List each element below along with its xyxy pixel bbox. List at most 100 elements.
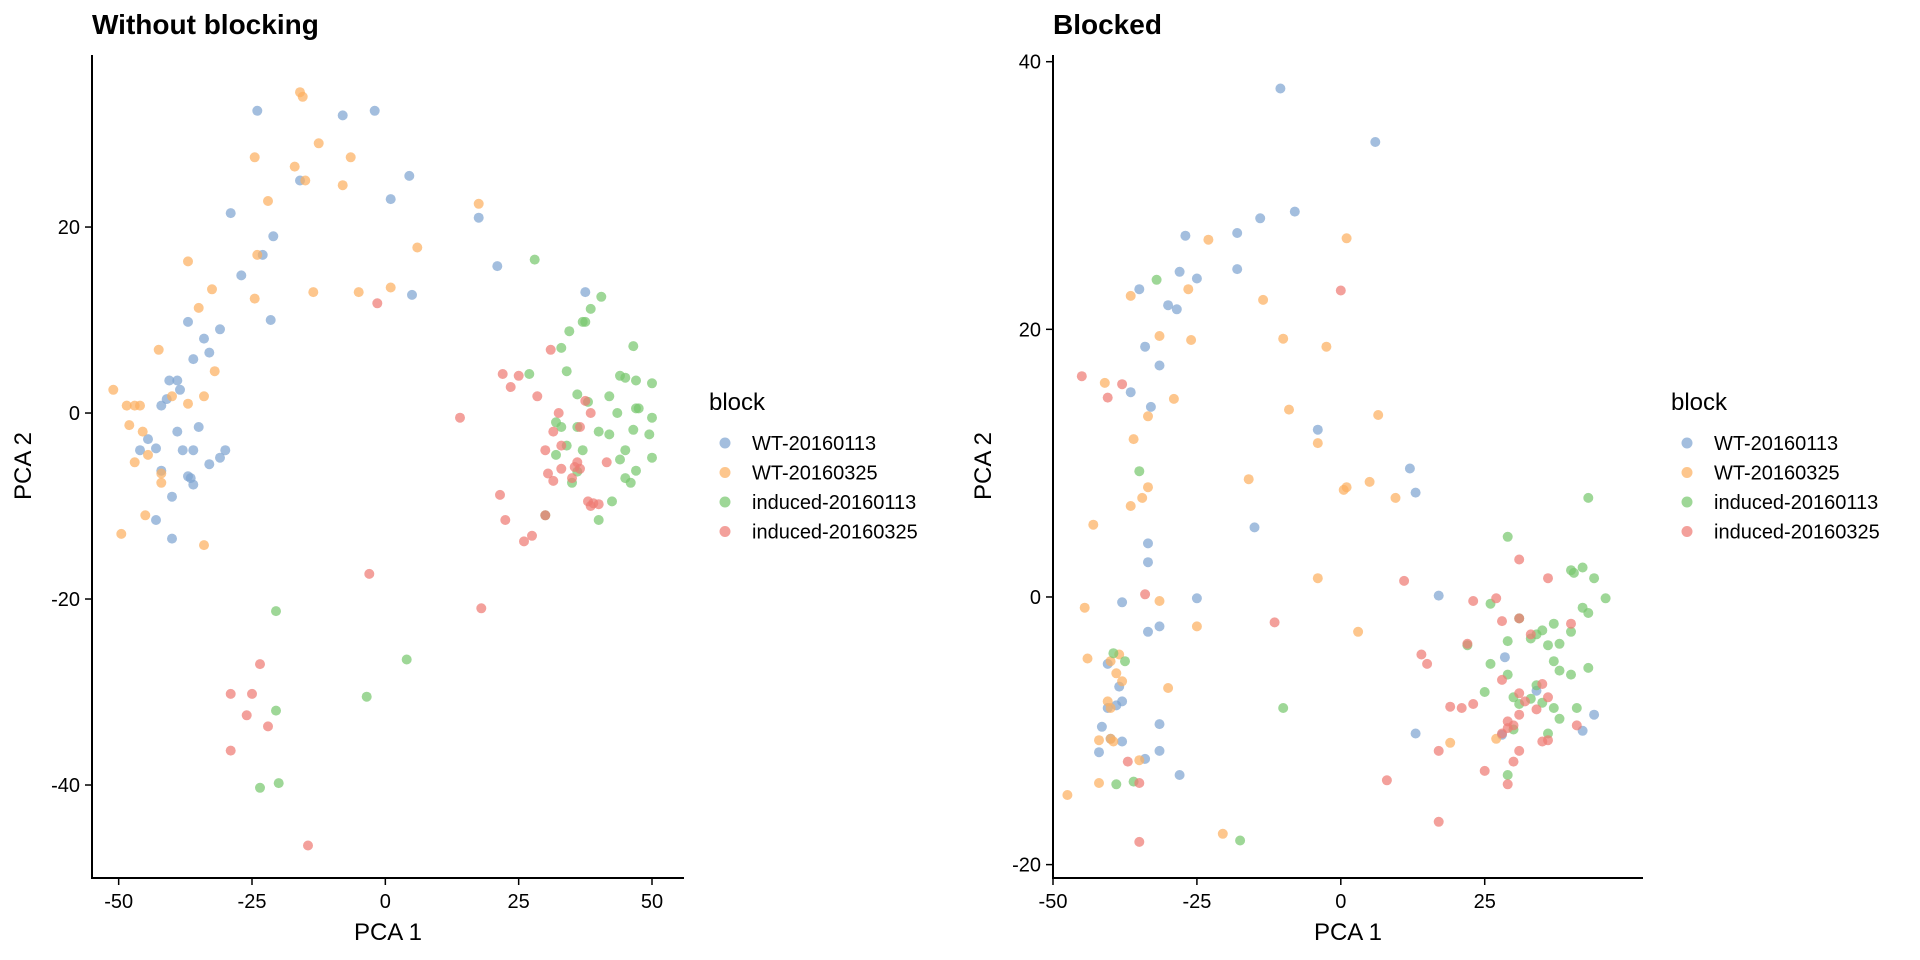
y-tick-label: -20 [1012,855,1041,877]
data-point-3-31 [364,568,375,579]
y-tick-label: 20 [1019,319,1041,341]
data-point-0-37 [167,533,177,544]
data-point-3-23 [1468,699,1479,709]
data-point-0-5 [385,194,396,205]
legend-key [719,526,731,537]
data-point-3-18 [575,463,585,474]
data-point-3-0 [372,298,383,309]
data-point-1-23 [1125,501,1136,511]
data-point-2-1 [596,291,607,302]
data-point-1-26 [1079,602,1090,613]
y-tick-label: 0 [69,403,80,425]
data-point-0-30 [204,459,215,470]
data-point-1-24 [1088,519,1099,530]
legend: block WT-20160113 WT-20160325 induced-2016… [709,389,918,544]
data-point-2-29 [577,445,588,456]
x-tick-label: 25 [1474,891,1496,913]
data-point-1-3 [313,138,324,149]
data-point-0-39 [1174,770,1185,780]
data-point-1-26 [121,400,132,411]
data-point-3-32 [476,603,487,614]
data-point-2-0 [529,254,540,265]
data-point-2-26 [628,424,639,435]
data-point-1-7 [1278,333,1289,344]
data-point-1-29 [137,426,148,437]
x-axis-label: PCA 1 [1314,919,1382,946]
data-point-3-39 [303,840,313,851]
data-point-2-39 [607,496,617,507]
data-point-2-36 [1554,713,1565,724]
x-tick-label: -50 [1039,891,1068,913]
data-point-2-6 [556,342,567,353]
data-point-0-26 [1143,626,1153,637]
data-point-3-5 [532,391,543,402]
data-point-0-23 [143,434,153,445]
data-point-3-1 [545,344,556,355]
data-point-3-9 [455,412,465,423]
data-point-1-25 [1312,573,1323,584]
data-point-3-13 [1269,617,1280,628]
data-point-2-40 [1278,703,1289,713]
data-point-3-30 [519,536,529,547]
data-point-1-36 [156,477,167,488]
x-axis-ticks: -50 -25 0 25 50 [104,878,663,913]
legend-label: WT-20160113 [752,433,876,455]
data-point-1-19 [153,344,164,355]
data-point-0-28 [220,445,231,456]
x-tick-label: 50 [641,891,663,913]
data-point-3-13 [540,445,551,456]
data-point-1-37 [1102,696,1113,707]
data-point-1-35 [199,540,209,551]
legend: block WT-20160113 WT-20160325 induced-2016… [1671,389,1880,544]
data-point-1-32 [1082,653,1093,664]
data-point-2-15 [572,389,583,400]
data-point-1-38 [1094,735,1104,746]
data-point-3-20 [567,473,577,484]
data-point-3-17 [1462,638,1473,649]
data-point-2-37 [625,477,636,488]
data-point-1-10 [1168,393,1179,404]
data-point-0-12 [1154,360,1165,371]
data-point-2-39 [1502,770,1513,780]
data-point-1-6 [300,175,311,186]
data-point-3-22 [1543,692,1553,703]
data-point-2-25 [604,429,615,440]
data-point-0-5 [1180,230,1191,241]
data-point-0-22 [172,426,183,437]
data-point-2-44 [361,691,372,702]
data-point-0-4 [1232,228,1243,238]
data-point-2-22 [556,422,567,432]
data-point-0-11 [1232,264,1243,275]
data-point-0-18 [175,384,185,395]
data-point-0-36 [1094,747,1104,758]
data-point-2-18 [633,403,644,414]
data-point-3-6 [1399,575,1410,586]
plot-area [108,87,657,851]
data-point-2-31 [647,452,657,463]
data-point-2-0 [1151,274,1162,285]
data-point-2-24 [1554,665,1565,676]
data-point-1-6 [1186,335,1197,345]
data-point-2-20 [1543,640,1553,651]
chart-title: Blocked [1053,9,1162,40]
panel-blocked: Blocked -50 -25 0 25 40 20 0 -20 PCA 1 PCA 2 b… [970,9,1880,946]
x-tick-label: -25 [238,891,267,913]
data-point-2-41 [1235,835,1246,846]
data-point-0-27 [188,445,199,456]
data-point-3-12 [1566,618,1576,629]
y-tick-label: 40 [1019,52,1041,74]
data-point-2-20 [647,412,657,423]
data-point-0-1 [337,110,348,121]
data-point-2-47 [255,782,265,793]
legend-label: induced-20160325 [752,522,918,544]
data-point-1-40 [1108,736,1119,747]
data-point-1-15 [1128,434,1139,445]
data-point-0-33 [1096,721,1107,732]
data-point-1-19 [1341,482,1352,493]
data-point-2-46 [273,778,284,789]
data-point-0-4 [404,170,415,181]
data-point-3-3 [1335,285,1346,296]
data-point-3-36 [1479,765,1490,776]
data-point-1-28 [124,420,135,431]
